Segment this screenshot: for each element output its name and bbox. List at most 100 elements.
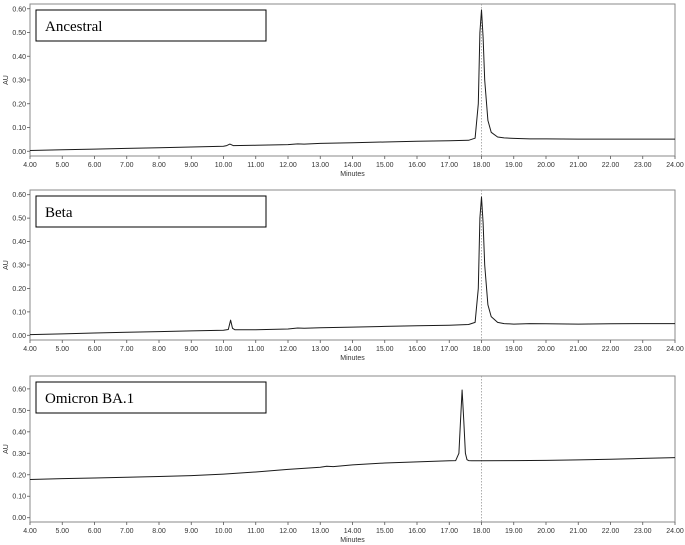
- x-tick-label: 18.00: [473, 346, 491, 353]
- y-tick-label: 0.20: [12, 472, 26, 479]
- y-tick-label: 0.00: [12, 149, 26, 156]
- x-tick-label: 15.00: [376, 346, 394, 353]
- panel-1: 0.00 0.10 0.20 0.30 0.40 0.50 0.60 4.00 5.00 6.00…: [3, 3, 684, 178]
- y-tick-label: 0.40: [12, 54, 26, 61]
- y-tick-label: 0.60: [12, 6, 26, 13]
- x-tick-label: 21.00: [569, 162, 587, 169]
- panel-2: 0.00 0.10 0.20 0.30 0.40 0.50 0.60 4.00 5.00 6.00…: [3, 189, 684, 362]
- x-tick-label: 15.00: [376, 528, 394, 535]
- x-tick-label: 7.00: [120, 162, 134, 169]
- x-tick-label: 13.00: [311, 162, 329, 169]
- x-tick-label: 5.00: [55, 162, 69, 169]
- x-tick-label: 18.00: [473, 528, 491, 535]
- chromatogram-trace: [29, 196, 675, 336]
- x-axis-label: Minutes: [340, 171, 365, 178]
- y-tick-label: 0.10: [12, 125, 26, 132]
- x-tick-label: 4.00: [23, 528, 37, 535]
- y-tick-label: 0.30: [12, 451, 26, 458]
- x-tick-label: 21.00: [569, 528, 587, 535]
- x-tick-label: 14.00: [344, 346, 362, 353]
- x-tick-label: 7.00: [120, 346, 134, 353]
- x-tick-label: 8.00: [152, 346, 166, 353]
- y-tick-label: 0.10: [12, 309, 26, 316]
- x-tick-label: 22.00: [602, 528, 620, 535]
- y-tick-label: 0.50: [12, 216, 26, 223]
- y-tick-label: 0.00: [12, 515, 26, 522]
- x-tick-label: 4.00: [23, 162, 37, 169]
- x-tick-label: 23.00: [634, 162, 652, 169]
- y-tick-label: 0.50: [12, 30, 26, 37]
- x-tick-label: 19.00: [505, 162, 523, 169]
- x-tick-label: 13.00: [311, 346, 329, 353]
- x-tick-label: 23.00: [634, 346, 652, 353]
- x-tick-label: 4.00: [23, 346, 37, 353]
- x-tick-label: 13.00: [311, 528, 329, 535]
- x-tick-label: 8.00: [152, 162, 166, 169]
- x-tick-label: 12.00: [279, 346, 297, 353]
- x-tick-label: 12.00: [279, 162, 297, 169]
- x-tick-label: 10.00: [215, 162, 233, 169]
- x-tick-label: 5.00: [55, 528, 69, 535]
- x-tick-label: 19.00: [505, 346, 523, 353]
- y-tick-label: 0.20: [12, 101, 26, 108]
- panel-3: 0.00 0.10 0.20 0.30 0.40 0.50 0.60 4.00 5.00 6.00…: [3, 375, 684, 544]
- y-tick-label: 0.50: [12, 408, 26, 415]
- x-tick-label: 7.00: [120, 528, 134, 535]
- x-tick-label: 11.00: [247, 162, 264, 169]
- y-tick-label: 0.60: [12, 192, 26, 199]
- x-tick-label: 14.00: [344, 162, 362, 169]
- x-tick-label: 10.00: [215, 528, 233, 535]
- y-tick-label: 0.30: [12, 263, 26, 270]
- x-tick-label: 20.00: [537, 346, 555, 353]
- x-tick-label: 9.00: [184, 528, 198, 535]
- x-tick-label: 8.00: [152, 528, 166, 535]
- x-tick-label: 9.00: [184, 162, 198, 169]
- x-tick-label: 11.00: [247, 528, 264, 535]
- x-tick-label: 12.00: [279, 528, 297, 535]
- x-tick-label: 19.00: [505, 528, 523, 535]
- x-tick-label: 17.00: [440, 162, 458, 169]
- sample-label: Omicron BA.1: [45, 391, 134, 407]
- x-tick-label: 14.00: [344, 528, 362, 535]
- sample-label: Beta: [45, 205, 73, 221]
- x-axis-label: Minutes: [340, 537, 365, 544]
- x-tick-label: 18.00: [473, 162, 491, 169]
- x-axis-label: Minutes: [340, 355, 365, 362]
- y-tick-label: 0.60: [12, 386, 26, 393]
- x-tick-label: 24.00: [666, 162, 684, 169]
- sample-label-box: [35, 381, 267, 414]
- x-tick-label: 23.00: [634, 528, 652, 535]
- x-tick-label: 17.00: [440, 528, 458, 535]
- y-tick-label: 0.10: [12, 494, 26, 501]
- x-tick-label: 20.00: [537, 528, 555, 535]
- x-tick-label: 15.00: [376, 162, 394, 169]
- y-tick-label: 0.20: [12, 286, 26, 293]
- y-tick-label: 0.40: [12, 239, 26, 246]
- y-tick-label: 0.00: [12, 333, 26, 340]
- y-axis-label: AU: [3, 260, 10, 270]
- sample-label-box: [35, 195, 267, 228]
- x-tick-label: 6.00: [88, 346, 102, 353]
- y-axis-label: AU: [3, 75, 10, 85]
- chromatogram-trace: [29, 389, 676, 480]
- x-tick-label: 22.00: [602, 346, 620, 353]
- x-tick-label: 11.00: [247, 346, 264, 353]
- sample-label: Ancestral: [45, 19, 102, 35]
- x-tick-label: 20.00: [537, 162, 555, 169]
- x-tick-label: 24.00: [666, 346, 684, 353]
- x-tick-label: 24.00: [666, 528, 684, 535]
- sample-label-box: [35, 9, 267, 42]
- y-tick-label: 0.40: [12, 429, 26, 436]
- x-tick-label: 21.00: [569, 346, 587, 353]
- x-tick-label: 17.00: [440, 346, 458, 353]
- x-tick-label: 16.00: [408, 162, 426, 169]
- x-tick-label: 9.00: [184, 346, 198, 353]
- x-tick-label: 5.00: [55, 346, 69, 353]
- x-tick-label: 10.00: [215, 346, 233, 353]
- x-tick-label: 6.00: [88, 528, 102, 535]
- x-tick-label: 22.00: [602, 162, 620, 169]
- y-tick-label: 0.30: [12, 78, 26, 85]
- x-tick-label: 16.00: [408, 528, 426, 535]
- chromatogram-trace: [29, 9, 675, 151]
